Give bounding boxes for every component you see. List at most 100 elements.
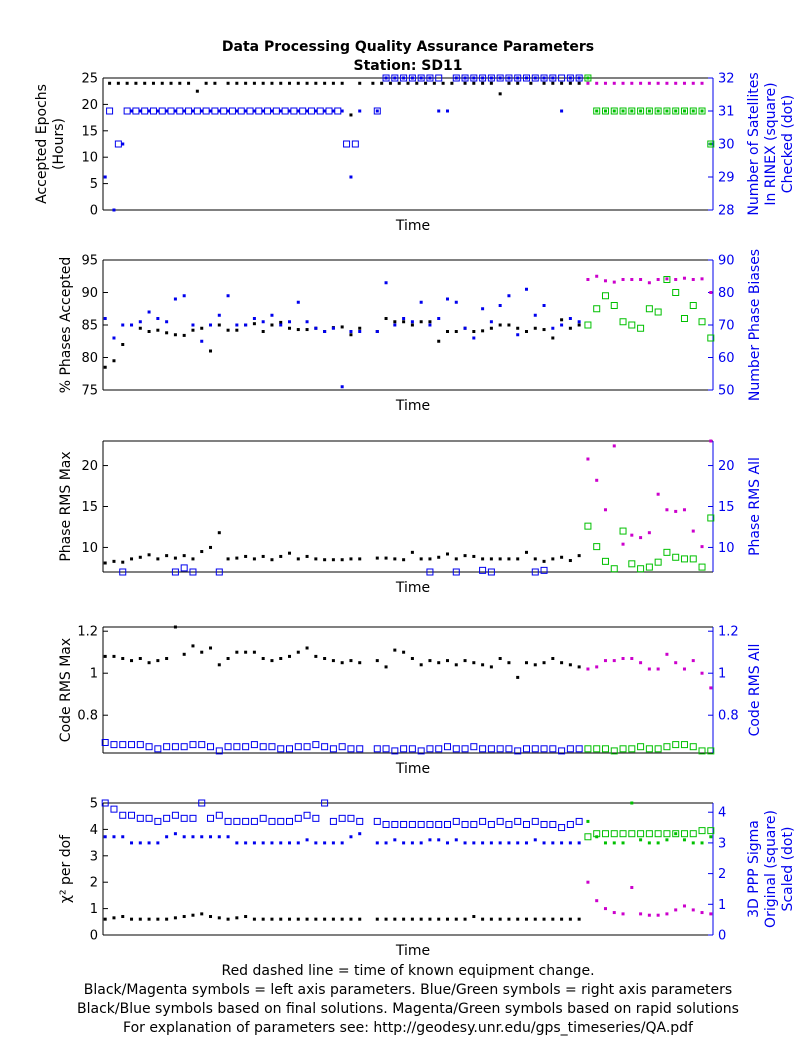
data-point-square	[233, 817, 241, 825]
data-point-dot	[524, 76, 528, 80]
data-point-square	[207, 814, 215, 822]
data-point-dot	[472, 336, 476, 340]
data-point-dot	[305, 81, 309, 85]
data-point-square	[619, 745, 627, 753]
data-point-dot	[516, 326, 520, 330]
data-point-square	[132, 107, 140, 115]
data-point-dot	[130, 917, 134, 921]
data-point-dot	[682, 508, 686, 512]
data-point-dot	[603, 659, 607, 663]
data-point-square	[707, 140, 715, 148]
chart-subtitle: Station: SD11	[354, 58, 463, 74]
data-point-square	[479, 74, 487, 82]
data-point-square	[584, 522, 592, 530]
data-point-square	[215, 568, 223, 576]
data-point-square	[680, 741, 688, 749]
data-point-square	[268, 743, 276, 751]
data-point-dot	[244, 650, 248, 654]
data-point-dot	[656, 841, 660, 845]
data-point-dot	[331, 659, 335, 663]
data-point-dot	[331, 326, 335, 330]
data-point-dot	[112, 208, 116, 212]
left-tick-label: 1	[90, 902, 98, 917]
right-axis-label: Number of Satellites	[746, 72, 762, 215]
data-point-square	[470, 74, 478, 82]
data-point-square	[198, 799, 206, 807]
left-tick-label: 15	[81, 124, 98, 139]
right-tick-label: 50	[718, 384, 735, 399]
series-right-rapid-square	[584, 741, 715, 755]
data-point-square	[250, 741, 258, 749]
data-point-dot	[200, 835, 204, 839]
data-point-dot	[516, 917, 520, 921]
data-point-dot	[524, 917, 528, 921]
left-tick-label: 95	[81, 254, 98, 269]
data-point-dot	[296, 650, 300, 654]
data-point-square	[584, 74, 592, 82]
data-point-dot	[586, 278, 590, 281]
data-point-dot	[542, 917, 546, 921]
data-point-dot	[112, 359, 116, 363]
data-point-dot	[630, 81, 634, 85]
data-point-dot	[200, 912, 204, 916]
data-point-dot	[489, 917, 493, 921]
data-point-dot	[314, 109, 318, 113]
data-point-dot	[147, 109, 151, 113]
data-point-dot	[665, 81, 669, 85]
data-point-square	[391, 747, 399, 755]
data-point-dot	[393, 838, 397, 842]
data-point-dot	[560, 841, 564, 845]
data-point-square	[259, 743, 267, 751]
data-point-dot	[481, 663, 485, 667]
data-point-dot	[507, 323, 511, 327]
data-point-dot	[200, 339, 204, 343]
data-point-dot	[489, 326, 493, 330]
data-point-dot	[603, 907, 607, 911]
data-point-square	[698, 318, 706, 326]
data-point-square	[470, 743, 478, 751]
data-point-dot	[595, 109, 599, 113]
data-point-dot	[195, 89, 199, 93]
data-point-square	[593, 543, 601, 551]
data-point-dot	[586, 81, 590, 85]
data-point-dot	[402, 841, 406, 845]
data-point-dot	[691, 81, 695, 85]
series-left-rapid-dot	[586, 652, 713, 690]
right-tick-label: 0	[718, 929, 726, 944]
data-point-dot	[217, 663, 221, 667]
data-point-dot	[498, 76, 502, 80]
data-point-dot	[454, 663, 458, 667]
data-point-dot	[481, 307, 485, 311]
data-point-dot	[209, 646, 213, 650]
data-point-dot	[305, 838, 309, 842]
data-point-dot	[560, 81, 564, 85]
data-point-dot	[393, 76, 397, 80]
data-point-square	[443, 820, 451, 828]
data-point-dot	[630, 801, 634, 805]
data-point-dot	[288, 551, 292, 555]
x-axis-label: Time	[395, 580, 430, 596]
data-point-dot	[112, 654, 116, 658]
data-point-square	[123, 107, 131, 115]
data-point-dot	[621, 278, 625, 281]
data-point-dot	[507, 917, 511, 921]
data-point-square	[470, 820, 478, 828]
data-point-dot	[182, 109, 186, 113]
data-point-dot	[410, 76, 414, 80]
data-point-dot	[551, 841, 555, 845]
data-point-dot	[112, 336, 116, 340]
data-point-dot	[244, 81, 248, 85]
data-point-dot	[603, 508, 607, 512]
data-point-dot	[489, 557, 493, 561]
data-point-square	[531, 74, 539, 82]
series-right-final-square	[119, 564, 548, 576]
data-point-dot	[577, 841, 581, 845]
data-point-dot	[270, 659, 274, 663]
data-point-square	[321, 743, 329, 751]
data-point-square	[549, 74, 557, 82]
right-tick-label: 90	[718, 254, 735, 269]
series-left-final-dot	[103, 625, 581, 679]
left-tick-label: 90	[81, 286, 98, 301]
data-point-square	[312, 814, 320, 822]
data-point-square	[334, 107, 342, 115]
